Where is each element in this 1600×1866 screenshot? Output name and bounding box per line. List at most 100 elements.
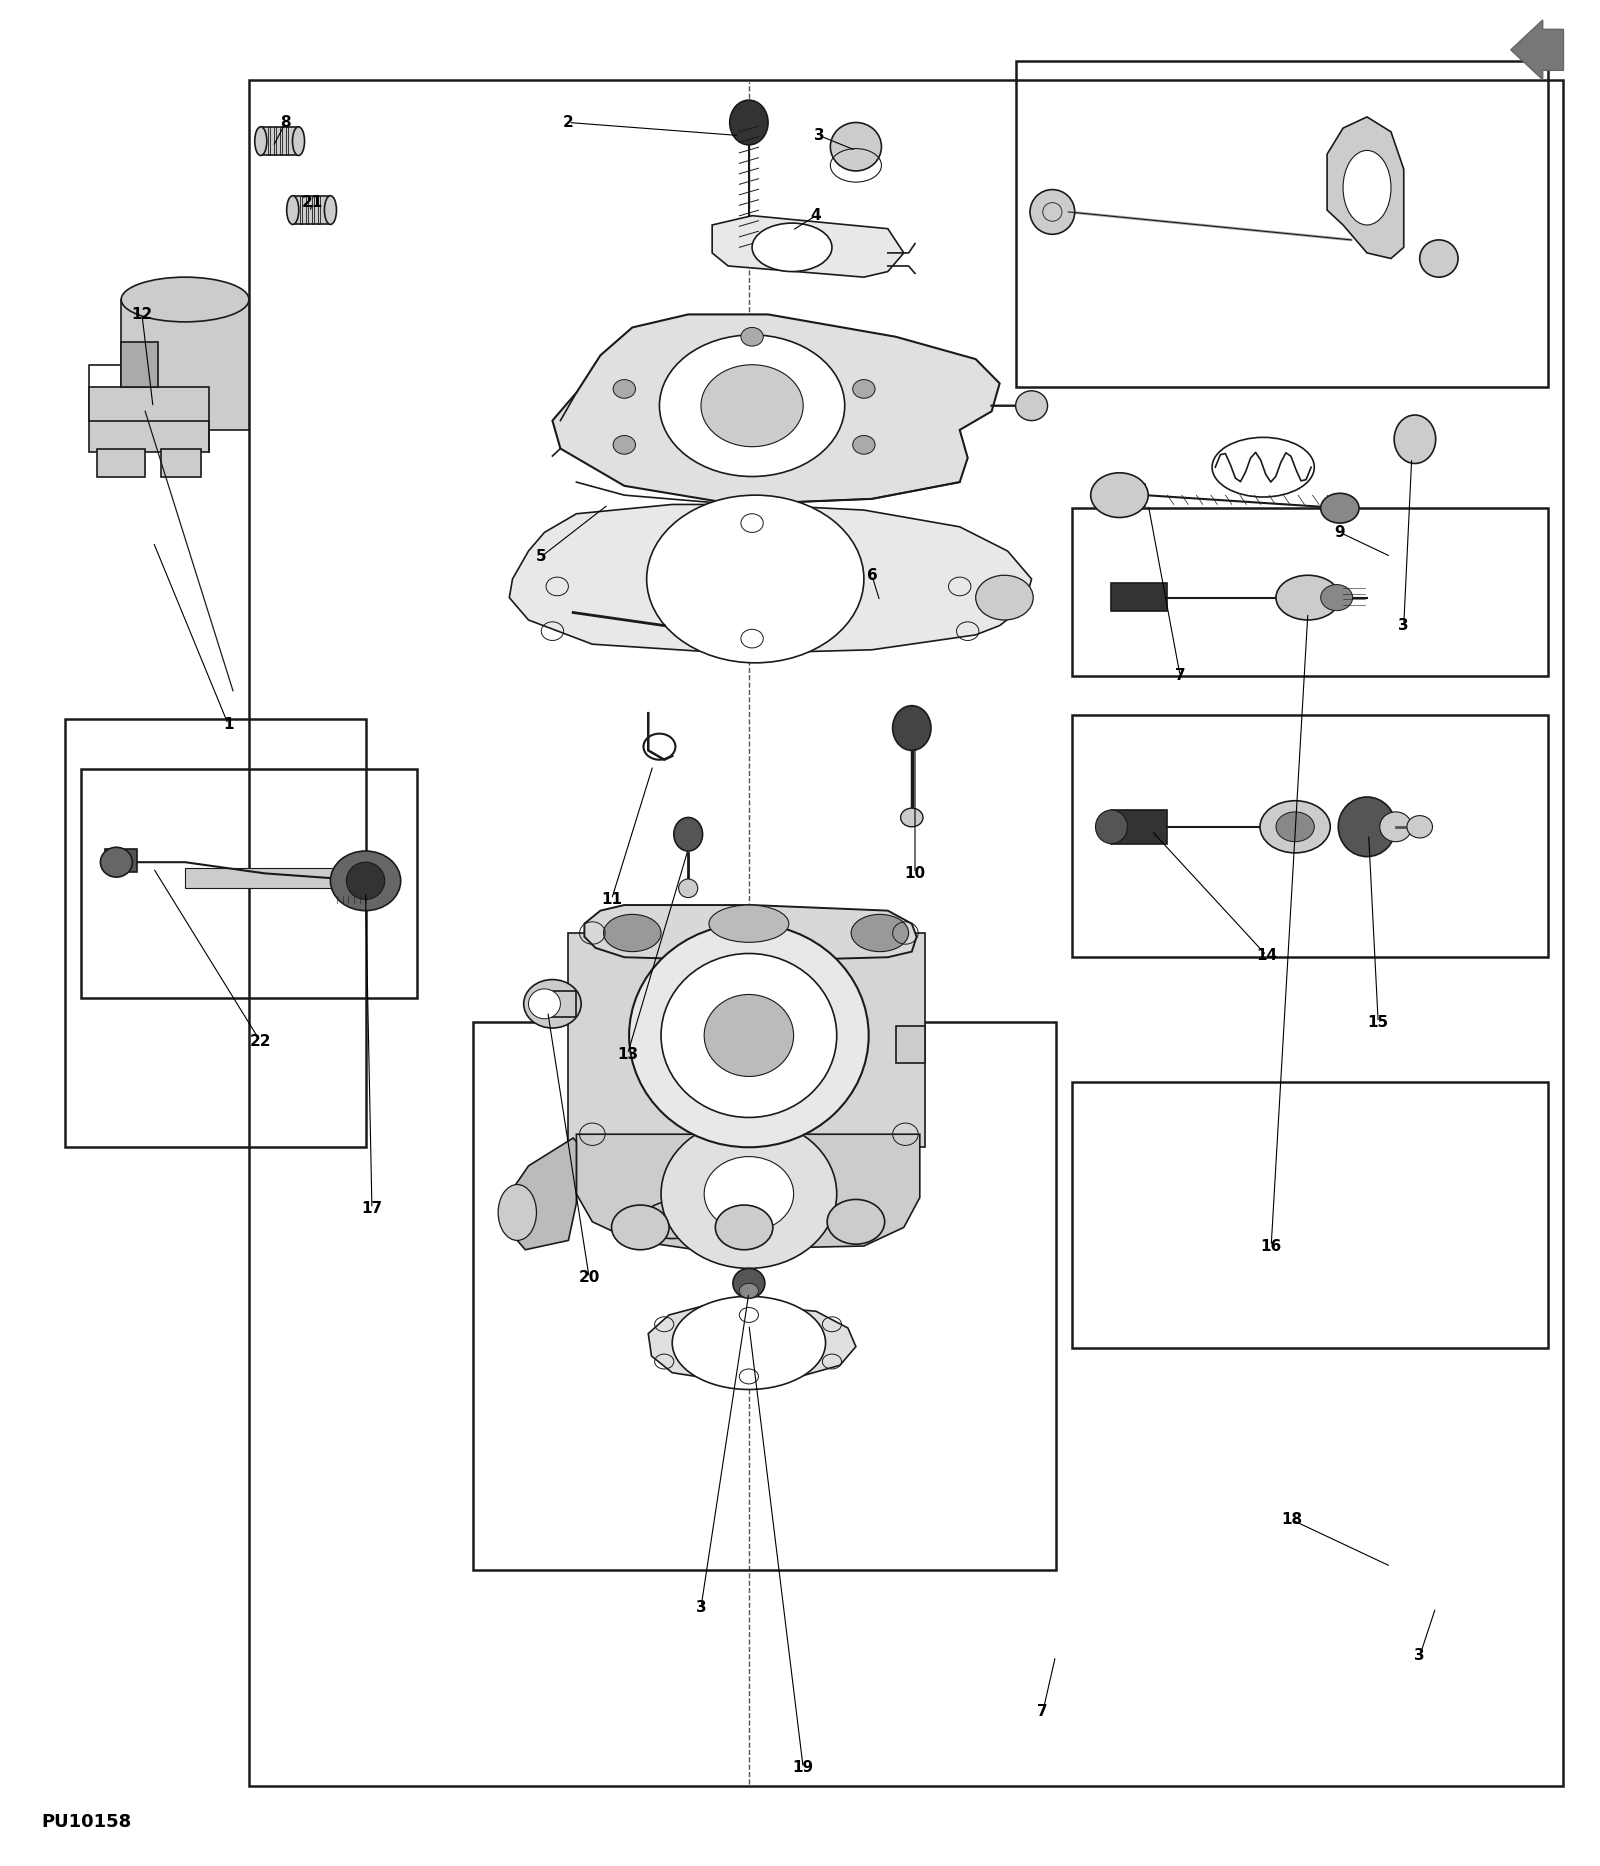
Text: 13: 13 [618, 1047, 638, 1062]
Text: 2: 2 [563, 116, 574, 131]
Ellipse shape [293, 127, 304, 155]
Ellipse shape [331, 851, 400, 911]
Ellipse shape [659, 334, 845, 476]
Ellipse shape [661, 1120, 837, 1269]
Ellipse shape [1419, 241, 1458, 278]
Ellipse shape [528, 989, 560, 1019]
Bar [306, 196, 309, 224]
Bar [269, 127, 270, 155]
Bar [1072, 715, 1547, 957]
Text: 3: 3 [1398, 618, 1410, 633]
Text: 14: 14 [1256, 948, 1277, 963]
Ellipse shape [672, 1297, 826, 1390]
Bar [1112, 810, 1168, 843]
Ellipse shape [830, 123, 882, 172]
Bar [1112, 582, 1168, 610]
Ellipse shape [853, 435, 875, 453]
Text: 12: 12 [131, 306, 152, 323]
Ellipse shape [733, 1269, 765, 1299]
Bar [896, 1026, 925, 1064]
Ellipse shape [701, 364, 803, 446]
Text: 11: 11 [602, 892, 622, 907]
Bar [312, 196, 314, 224]
Text: 20: 20 [579, 1271, 600, 1286]
Bar [106, 849, 138, 871]
Text: 10: 10 [904, 866, 925, 881]
Ellipse shape [678, 879, 698, 898]
Ellipse shape [704, 1157, 794, 1232]
Polygon shape [509, 504, 1032, 653]
Text: 7: 7 [1174, 668, 1186, 683]
Text: 18: 18 [1282, 1513, 1302, 1528]
Bar [1016, 62, 1547, 386]
Polygon shape [576, 1135, 920, 1250]
Polygon shape [1326, 118, 1403, 259]
Ellipse shape [827, 1200, 885, 1245]
Bar [286, 127, 288, 155]
Bar [472, 1023, 1056, 1569]
Ellipse shape [643, 1202, 701, 1239]
Ellipse shape [1030, 190, 1075, 235]
Text: 3: 3 [814, 129, 824, 144]
Text: 7: 7 [1037, 1704, 1048, 1719]
Ellipse shape [730, 101, 768, 146]
Ellipse shape [694, 1209, 746, 1243]
Ellipse shape [603, 914, 661, 952]
Ellipse shape [646, 494, 864, 662]
Bar [843, 136, 869, 166]
Bar [1072, 1082, 1547, 1349]
Ellipse shape [613, 435, 635, 453]
Ellipse shape [661, 954, 837, 1118]
Bar [122, 300, 250, 429]
Ellipse shape [901, 808, 923, 827]
Bar [568, 933, 925, 1148]
Ellipse shape [1394, 414, 1435, 463]
Ellipse shape [101, 847, 133, 877]
Ellipse shape [1275, 575, 1339, 620]
Ellipse shape [709, 905, 789, 942]
Ellipse shape [976, 575, 1034, 620]
Ellipse shape [893, 705, 931, 750]
Ellipse shape [853, 379, 875, 397]
Text: 21: 21 [302, 196, 323, 211]
Bar [1406, 429, 1426, 455]
Ellipse shape [674, 817, 702, 851]
Ellipse shape [752, 224, 832, 272]
Text: 5: 5 [536, 549, 547, 564]
Ellipse shape [122, 278, 250, 321]
Polygon shape [584, 905, 917, 961]
Ellipse shape [1320, 493, 1358, 522]
Bar [1120, 483, 1146, 506]
Bar [301, 196, 302, 224]
Ellipse shape [629, 924, 869, 1148]
Ellipse shape [1091, 472, 1149, 517]
Ellipse shape [1379, 812, 1411, 842]
Text: 9: 9 [1334, 524, 1346, 539]
Ellipse shape [704, 995, 794, 1077]
Text: 3: 3 [1414, 1648, 1426, 1663]
Bar [293, 196, 331, 224]
Ellipse shape [498, 1185, 536, 1241]
Text: 19: 19 [792, 1760, 814, 1775]
Polygon shape [712, 216, 904, 278]
Bar [261, 127, 299, 155]
Bar [82, 769, 416, 998]
Ellipse shape [739, 1284, 758, 1299]
Ellipse shape [1016, 390, 1048, 420]
Text: PU10158: PU10158 [42, 1814, 131, 1831]
Bar [186, 868, 344, 888]
Bar [1430, 256, 1450, 274]
Bar [280, 127, 282, 155]
Ellipse shape [523, 980, 581, 1028]
Ellipse shape [1342, 151, 1390, 226]
Polygon shape [648, 1306, 856, 1381]
Bar [544, 991, 576, 1017]
Polygon shape [509, 1138, 576, 1250]
Text: 3: 3 [696, 1599, 706, 1614]
Text: 6: 6 [867, 567, 877, 582]
Ellipse shape [1320, 584, 1352, 610]
Bar [318, 196, 320, 224]
Text: 4: 4 [811, 209, 821, 224]
Ellipse shape [851, 914, 909, 952]
Ellipse shape [1275, 812, 1314, 842]
